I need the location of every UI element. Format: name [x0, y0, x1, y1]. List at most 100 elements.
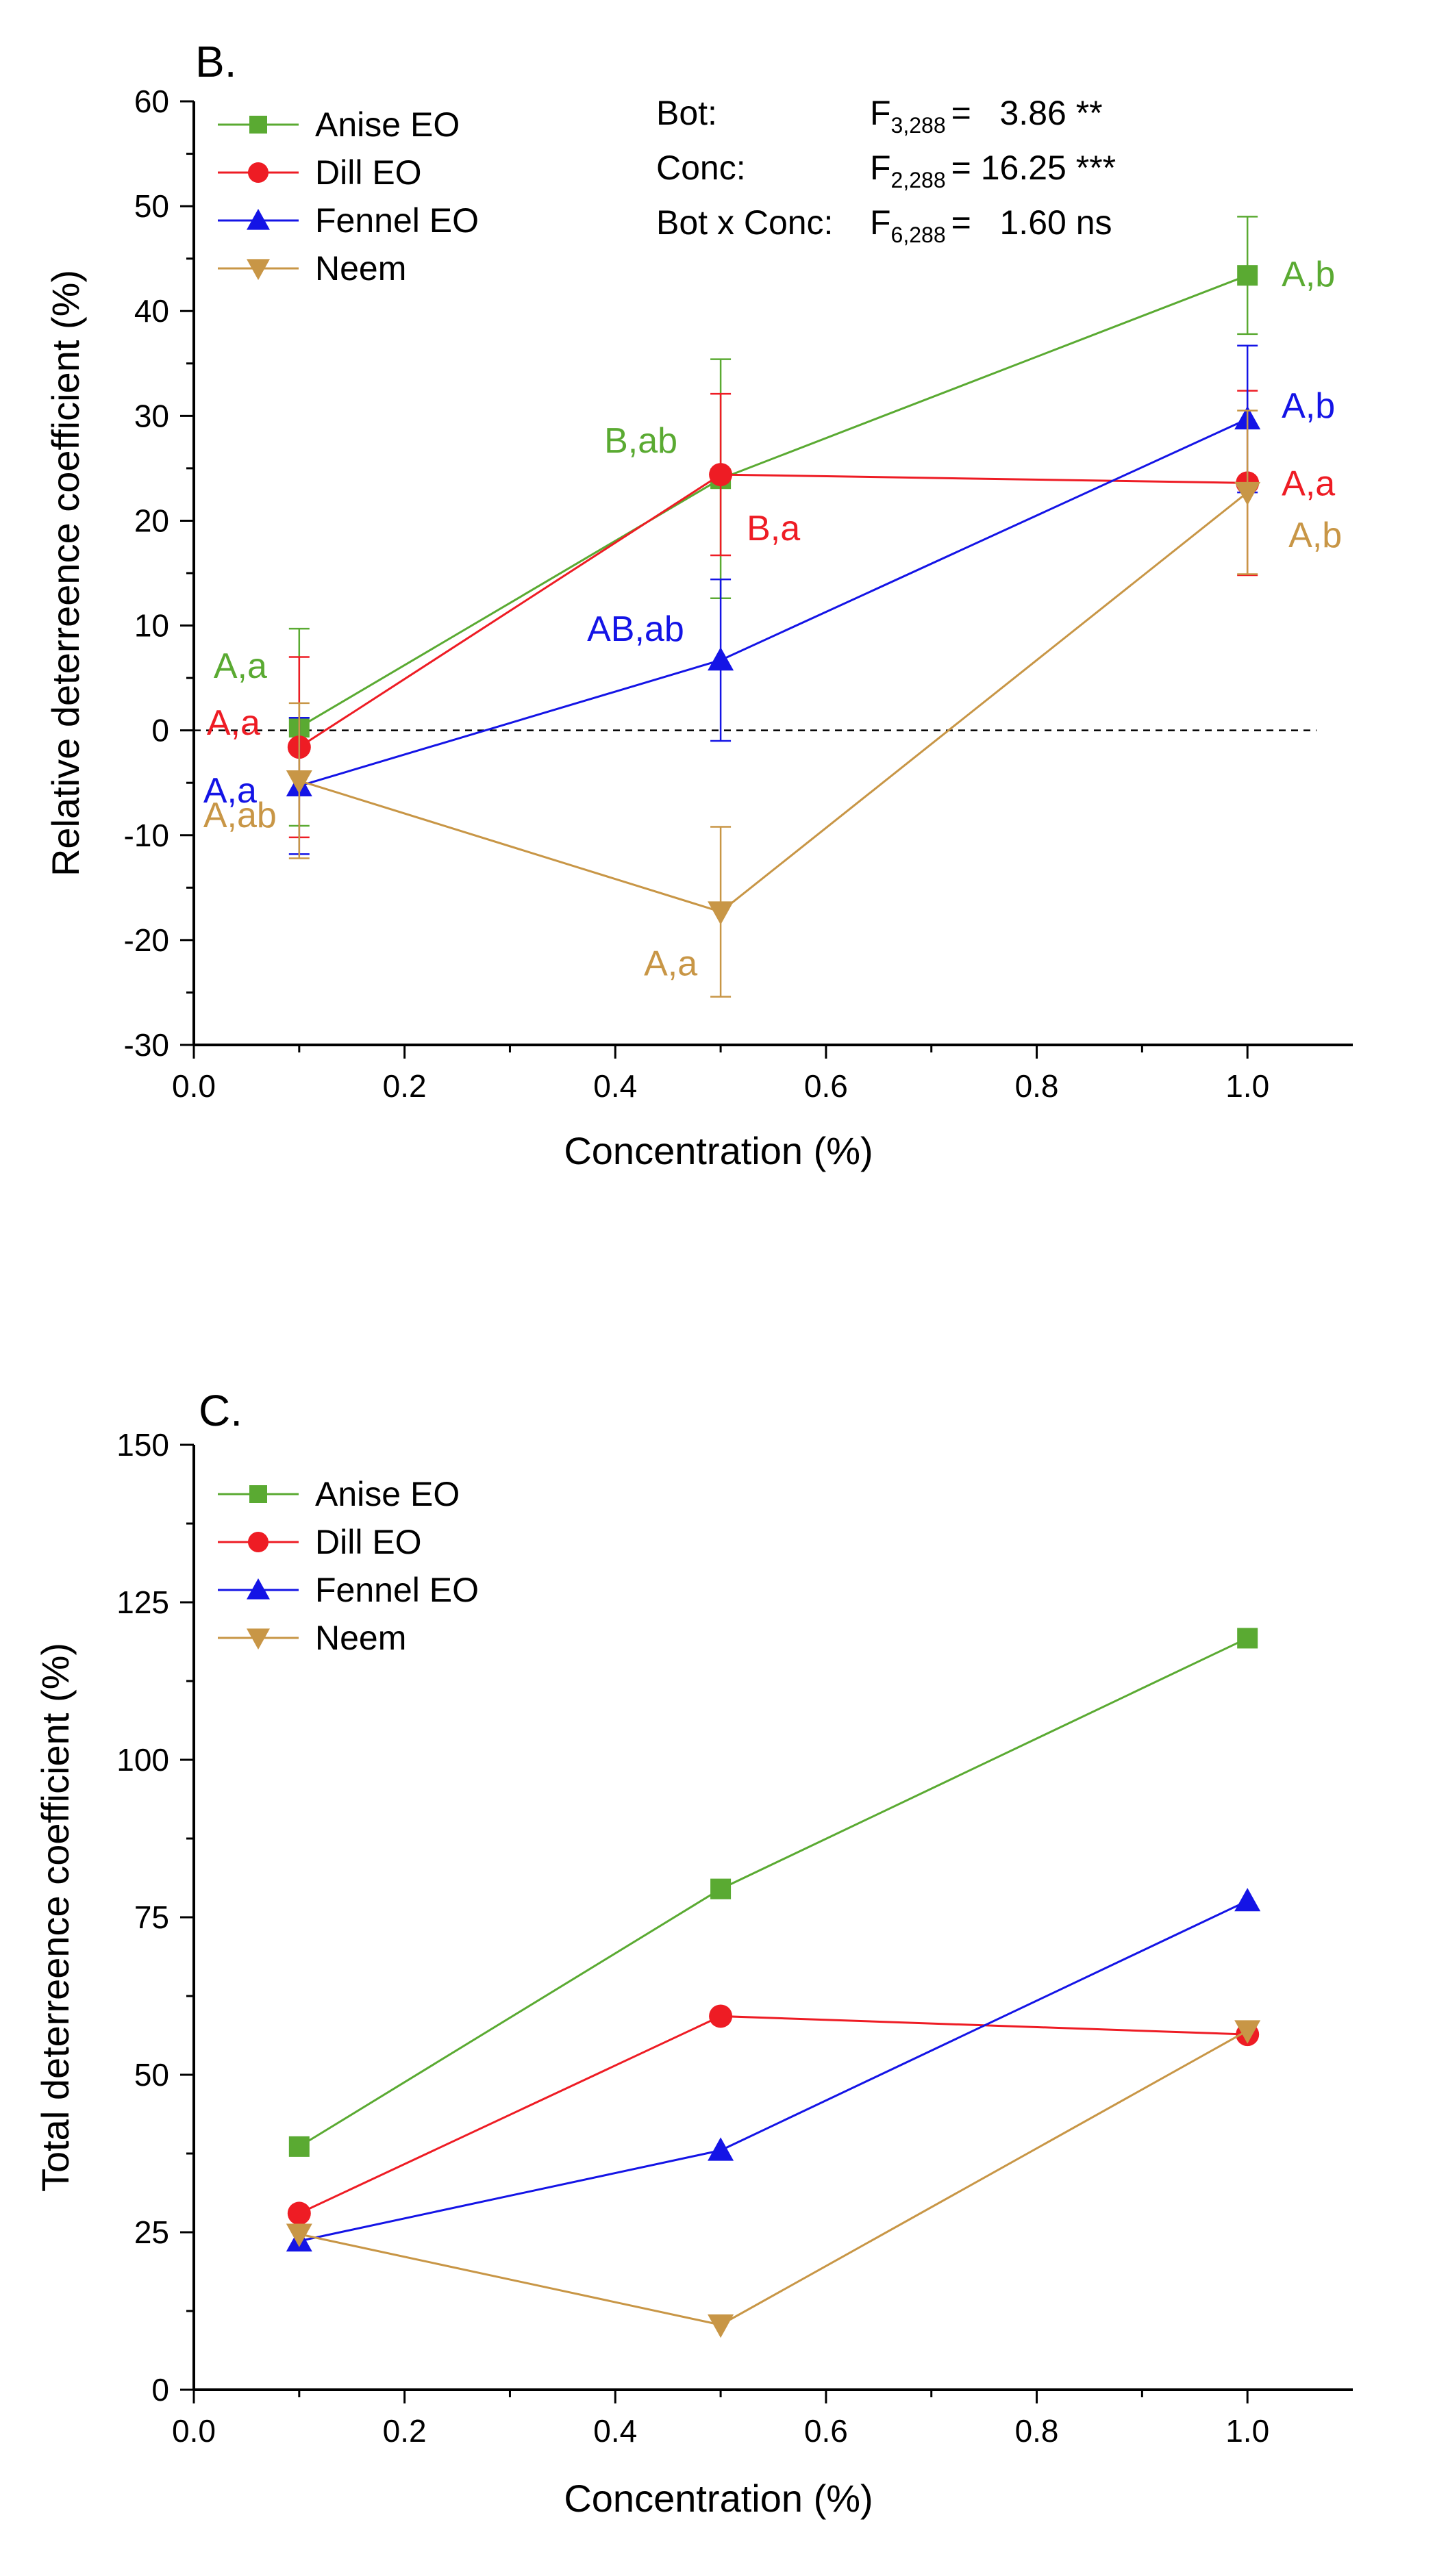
x-tick-label-b: 0.2: [383, 1068, 427, 1104]
stats-f-value: F2,288 = 16.25 ***: [870, 149, 1116, 192]
data-point-fennel-eo: [1234, 1888, 1261, 1912]
y-tick-label-c: 100: [116, 1742, 169, 1778]
y-tick-label-b: 0: [151, 713, 169, 748]
legend-label-fennel-eo: Fennel EO: [315, 201, 479, 240]
data-point-neem: [1234, 2020, 1261, 2044]
anova-stats: Bot: F3,288 = 3.86 ** Conc: F2,288 = 16.25 **…: [656, 94, 1116, 247]
series-anise-eo-c: [288, 1628, 1258, 2157]
data-point-dill-eo: [709, 2004, 733, 2028]
stats-df: 3,288: [891, 113, 946, 138]
series-fennel-eo-b: A,a AB,ab A,b: [203, 344, 1335, 855]
data-point-neem: [708, 2314, 734, 2338]
x-tick-label-c: 0.2: [383, 2413, 427, 2449]
x-tick-label-c: 0.6: [804, 2413, 848, 2449]
series-line-neem: [299, 2030, 1248, 2326]
legend-label-anise-eo: Anise EO: [315, 105, 460, 144]
x-axis-label-c: Concentration (%): [564, 2477, 873, 2520]
data-point-anise-eo: [288, 2136, 310, 2157]
legend-marker-dill-eo: [248, 1532, 269, 1552]
data-point-fennel-eo: [708, 647, 734, 671]
legend-label-fennel-eo: Fennel EO: [315, 1571, 479, 1609]
annotation-dill-eo: A,a: [1282, 464, 1335, 503]
x-tick-label-b: 0.8: [1015, 1068, 1059, 1104]
y-tick-label-c: 50: [134, 2057, 169, 2093]
y-tick-label-b: -20: [124, 922, 169, 958]
annotation-anise-eo: A,b: [1282, 255, 1335, 294]
stats-f-value: F3,288 = 3.86 **: [870, 94, 1103, 138]
series-line-anise-eo: [299, 1637, 1248, 2148]
series-neem-b: A,abA,aA,b: [203, 409, 1342, 998]
legend-marker-fennel-eo: [247, 209, 270, 230]
data-point-fennel-eo: [708, 2137, 734, 2161]
data-point-anise-eo: [1237, 1628, 1258, 1649]
legend-marker-fennel-eo: [247, 1578, 270, 1600]
data-point-dill-eo: [709, 463, 733, 487]
y-tick-label-b: 30: [134, 398, 169, 433]
annotation-fennel-eo: A,a: [203, 771, 257, 811]
x-tick-label-b: 1.0: [1225, 1068, 1269, 1104]
x-tick-label-b: 0.0: [172, 1068, 216, 1104]
x-axis-label-b: Concentration (%): [564, 1129, 873, 1172]
y-axis-label-c: Total deterreence coefficient (%): [34, 1643, 77, 2192]
legend-label-anise-eo: Anise EO: [315, 1475, 460, 1513]
data-point-anise-eo: [1237, 265, 1258, 286]
series-dill-eo-b: A,a B,a A,a: [207, 390, 1335, 839]
annotation-anise-eo: A,a: [214, 646, 267, 686]
panel-label-c: C.: [199, 1386, 242, 1435]
y-tick-label-b: 60: [134, 84, 169, 119]
y-tick-label-b: -10: [124, 818, 169, 853]
series-line-dill-eo: [299, 2015, 1248, 2214]
legend-marker-dill-eo: [248, 162, 269, 183]
x-tick-label-c: 0.4: [593, 2413, 637, 2449]
data-point-neem: [286, 2223, 312, 2247]
y-tick-label-b: -30: [124, 1027, 169, 1063]
stats-f: F: [870, 94, 891, 132]
legend-b: Anise EO Dill EO Fennel EO Neem: [218, 105, 479, 288]
legend-label-dill-eo: Dill EO: [315, 153, 422, 192]
series-line-anise-eo: [299, 274, 1248, 729]
stats-value: = 1.60 ns: [951, 203, 1112, 242]
y-tick-label-c: 25: [134, 2214, 169, 2250]
series-fennel-eo-c: [286, 1888, 1261, 2252]
legend-c: Anise EO Dill EO Fennel EO Neem: [218, 1475, 479, 1657]
y-tick-label-c: 150: [116, 1427, 169, 1463]
annotation-fennel-eo: AB,ab: [587, 609, 684, 649]
x-tick-label-c: 0.8: [1015, 2413, 1059, 2449]
x-tick-label-b: 0.4: [593, 1068, 637, 1104]
series-neem-c: [286, 2020, 1261, 2338]
legend-marker-anise-eo: [249, 1485, 267, 1503]
annotation-fennel-eo: A,b: [1282, 386, 1335, 426]
data-point-dill-eo: [287, 2201, 311, 2225]
chart-panel-b: B. 0.0 0.2 0.4 0.6 0.8 1.0 -30 -20 -10 0 10 20 30 40 50…: [44, 37, 1353, 1172]
series-line-neem: [299, 491, 1249, 913]
stats-df: 6,288: [891, 223, 946, 247]
legend-marker-neem: [247, 1628, 270, 1650]
data-point-neem: [286, 770, 312, 794]
annotation-neem: A,a: [644, 944, 697, 984]
y-tick-label-b: 10: [134, 608, 169, 644]
x-tick-label-c: 0.0: [172, 2413, 216, 2449]
y-tick-label-c: 0: [151, 2372, 169, 2408]
stats-label: Bot x Conc:: [656, 203, 833, 242]
panel-label-b: B.: [195, 37, 236, 86]
x-tick-label-b: 0.6: [804, 1068, 848, 1104]
legend-label-neem: Neem: [315, 1619, 406, 1657]
x-tick-label-c: 1.0: [1225, 2413, 1269, 2449]
y-tick-label-b: 40: [134, 293, 169, 329]
stats-label: Bot:: [656, 94, 717, 132]
annotation-neem: A,b: [1288, 516, 1342, 555]
data-point-anise-eo: [710, 1878, 732, 1899]
legend-label-neem: Neem: [315, 249, 406, 288]
y-tick-label-c: 125: [116, 1584, 169, 1620]
legend-marker-neem: [247, 259, 270, 280]
chart-panel-c: C. 0.0 0.2 0.4 0.6 0.8 1.0 0 25 50 75 100 125 150 Conc…: [34, 1386, 1353, 2520]
y-tick-label-b: 50: [134, 188, 169, 224]
stats-f: F: [870, 149, 891, 187]
series-dill-eo-c: [287, 2004, 1260, 2225]
data-point-neem: [1234, 481, 1261, 506]
stats-label: Conc:: [656, 149, 746, 187]
stats-value: = 16.25 ***: [951, 149, 1116, 187]
stats-value: = 3.86 **: [951, 94, 1103, 132]
annotation-anise-eo: B,ab: [604, 421, 677, 461]
